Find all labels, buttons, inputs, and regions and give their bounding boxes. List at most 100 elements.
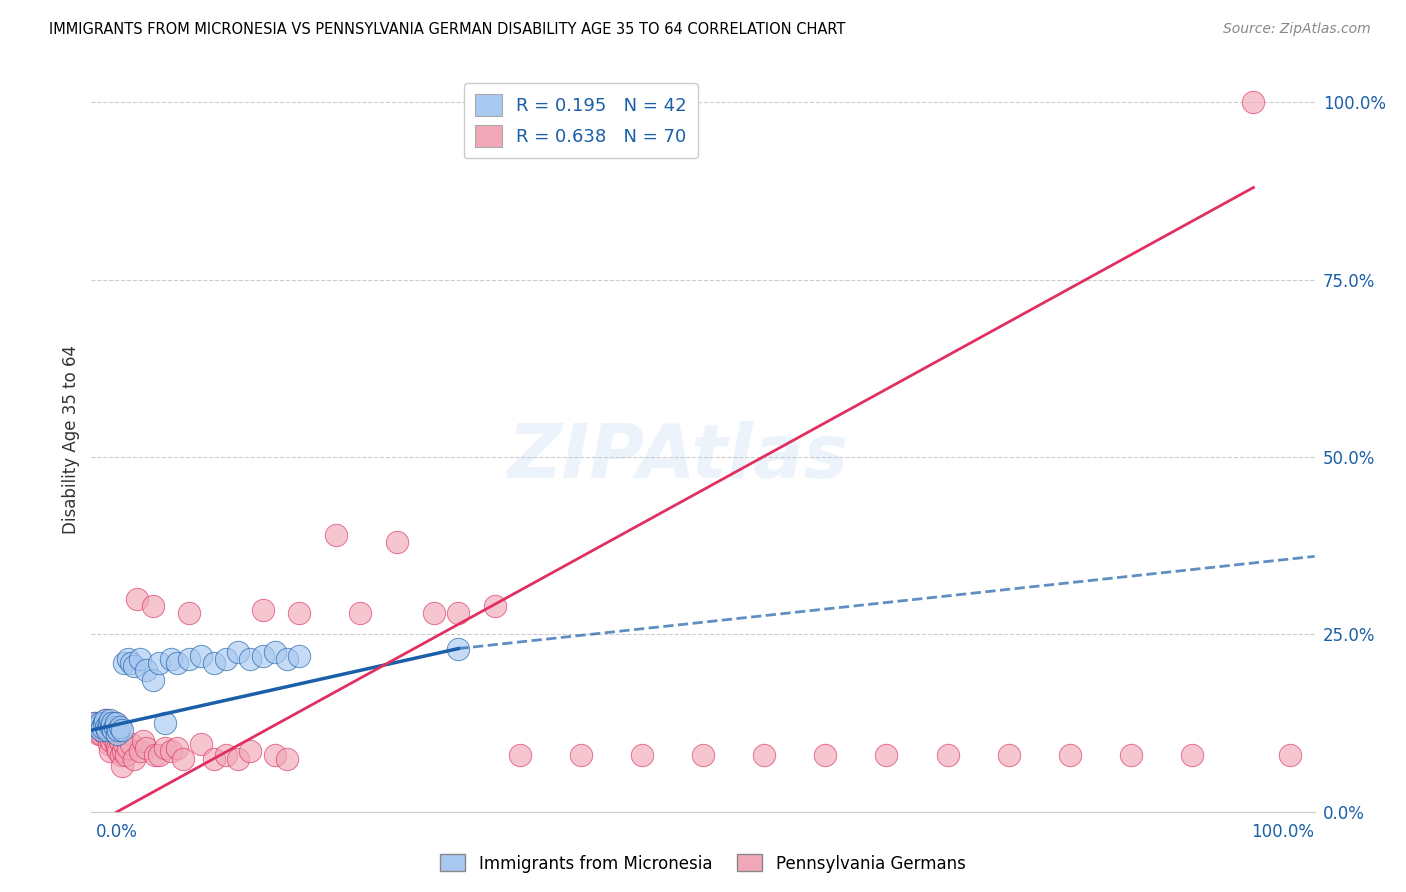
Point: [239, 652, 262, 666]
Point: [252, 648, 274, 663]
Point: [264, 645, 287, 659]
Point: [385, 535, 409, 549]
Point: [252, 602, 274, 616]
Point: [132, 733, 155, 747]
Point: [103, 730, 125, 744]
Point: [202, 656, 225, 670]
Point: [190, 648, 212, 663]
Point: [160, 652, 183, 666]
Point: [875, 747, 898, 762]
Point: [83, 716, 105, 731]
Legend: R = 0.195   N = 42, R = 0.638   N = 70: R = 0.195 N = 42, R = 0.638 N = 70: [464, 83, 697, 158]
Point: [96, 720, 118, 734]
Point: [160, 744, 183, 758]
Point: [129, 744, 152, 758]
Point: [96, 723, 118, 738]
Point: [179, 606, 201, 620]
Point: [90, 723, 112, 738]
Point: [288, 648, 311, 663]
Point: [484, 599, 506, 613]
Text: IMMIGRANTS FROM MICRONESIA VS PENNSYLVANIA GERMAN DISABILITY AGE 35 TO 64 CORREL: IMMIGRANTS FROM MICRONESIA VS PENNSYLVAN…: [49, 22, 845, 37]
Legend: Immigrants from Micronesia, Pennsylvania Germans: Immigrants from Micronesia, Pennsylvania…: [434, 847, 972, 880]
Point: [998, 747, 1021, 762]
Point: [125, 591, 148, 606]
Point: [135, 740, 157, 755]
Point: [936, 747, 959, 762]
Point: [112, 656, 135, 670]
Text: 0.0%: 0.0%: [96, 823, 138, 841]
Point: [120, 737, 142, 751]
Point: [423, 606, 446, 620]
Point: [94, 720, 117, 734]
Point: [179, 652, 201, 666]
Point: [104, 716, 127, 731]
Point: [143, 747, 166, 762]
Point: [90, 727, 112, 741]
Point: [447, 641, 470, 656]
Point: [1279, 747, 1302, 762]
Point: [104, 737, 127, 751]
Point: [107, 723, 129, 738]
Point: [97, 737, 120, 751]
Point: [148, 747, 170, 762]
Point: [153, 716, 176, 731]
Point: [89, 716, 111, 731]
Point: [112, 744, 135, 758]
Point: [569, 747, 592, 762]
Point: [288, 606, 311, 620]
Point: [89, 716, 111, 731]
Point: [226, 645, 249, 659]
Point: [135, 663, 157, 677]
Point: [86, 720, 108, 734]
Point: [97, 716, 120, 731]
Point: [93, 716, 115, 731]
Point: [631, 747, 654, 762]
Point: [94, 713, 117, 727]
Point: [141, 673, 163, 688]
Point: [120, 656, 142, 670]
Point: [264, 747, 287, 762]
Point: [190, 737, 212, 751]
Point: [141, 599, 163, 613]
Point: [215, 652, 238, 666]
Point: [148, 656, 170, 670]
Point: [98, 713, 121, 727]
Point: [108, 733, 131, 747]
Point: [814, 747, 837, 762]
Point: [122, 659, 145, 673]
Point: [239, 744, 262, 758]
Point: [94, 713, 117, 727]
Point: [117, 740, 139, 755]
Text: Source: ZipAtlas.com: Source: ZipAtlas.com: [1223, 22, 1371, 37]
Point: [172, 751, 194, 765]
Point: [104, 720, 127, 734]
Point: [84, 716, 107, 731]
Point: [112, 737, 135, 751]
Point: [103, 723, 125, 738]
Point: [117, 652, 139, 666]
Point: [100, 733, 122, 747]
Point: [114, 747, 136, 762]
Point: [105, 740, 128, 755]
Point: [105, 727, 128, 741]
Point: [447, 606, 470, 620]
Point: [111, 723, 134, 738]
Point: [276, 652, 298, 666]
Point: [87, 727, 110, 741]
Point: [129, 652, 152, 666]
Point: [1181, 747, 1204, 762]
Point: [509, 747, 531, 762]
Point: [94, 727, 117, 741]
Point: [84, 723, 107, 738]
Point: [101, 723, 124, 738]
Point: [166, 740, 188, 755]
Point: [166, 656, 188, 670]
Point: [226, 751, 249, 765]
Point: [692, 747, 714, 762]
Point: [276, 751, 298, 765]
Point: [98, 744, 121, 758]
Point: [325, 528, 347, 542]
Point: [91, 720, 114, 734]
Point: [349, 606, 371, 620]
Point: [107, 744, 129, 758]
